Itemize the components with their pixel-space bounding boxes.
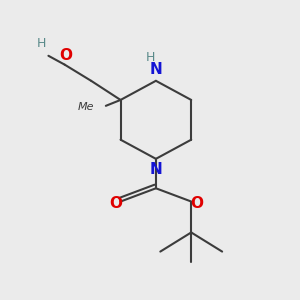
Text: O: O — [190, 196, 203, 211]
Text: O: O — [109, 196, 122, 211]
Text: H: H — [146, 51, 155, 64]
Text: N: N — [149, 62, 162, 77]
Text: H: H — [36, 38, 46, 50]
Text: O: O — [60, 48, 73, 63]
Text: N: N — [149, 162, 162, 177]
Text: Me: Me — [78, 102, 94, 112]
